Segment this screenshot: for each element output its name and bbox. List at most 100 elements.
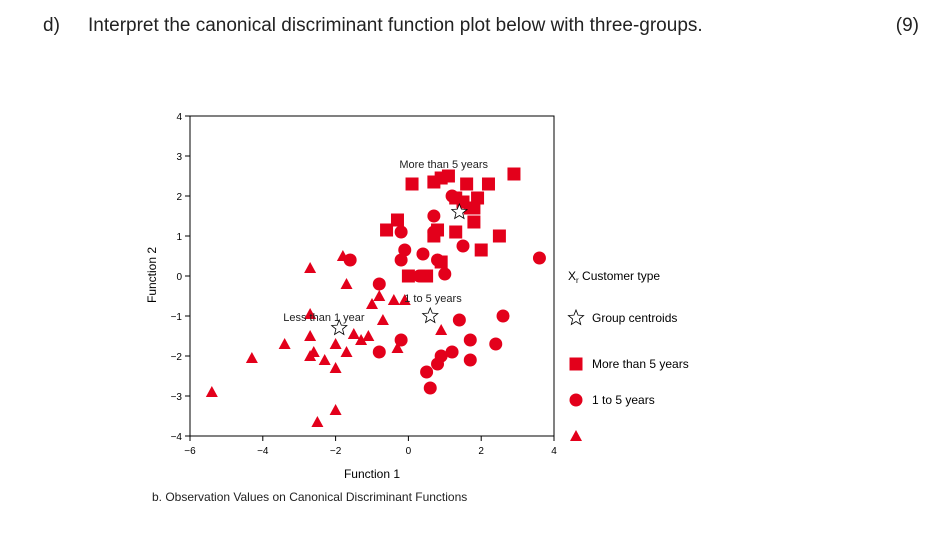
square-point <box>492 229 506 243</box>
triangle-point <box>304 308 317 319</box>
circle-point <box>394 225 408 239</box>
square-point <box>441 169 455 183</box>
legend-entry-label: 1 to 5 years <box>592 393 655 407</box>
circle-point <box>343 253 357 267</box>
square-point <box>401 269 415 283</box>
circle-point <box>398 243 412 257</box>
y-tick-label: 4 <box>176 112 182 123</box>
x-tick-label: 0 <box>406 446 412 457</box>
x-tick-label: 2 <box>478 446 484 457</box>
triangle-point <box>336 250 349 261</box>
circle-point <box>438 267 452 281</box>
triangle-point <box>205 386 218 397</box>
circle-point <box>463 353 477 367</box>
triangle-point <box>366 298 378 309</box>
y-tick-label: 1 <box>176 232 182 243</box>
triangle-point <box>304 330 317 341</box>
triangle-point <box>398 294 411 305</box>
circle-point <box>431 253 445 267</box>
triangle-point <box>340 278 353 289</box>
y-tick-label: −2 <box>171 352 183 363</box>
y-tick-label: 2 <box>176 192 182 203</box>
group-centroid-star <box>330 318 348 336</box>
question-marks: (9) <box>895 15 919 36</box>
square-point <box>507 167 521 181</box>
y-tick-label: −1 <box>171 312 183 323</box>
circle-point <box>445 189 459 203</box>
legend-square-marker <box>569 357 583 371</box>
triangle-point <box>373 290 386 301</box>
y-tick-label: 0 <box>176 272 182 283</box>
square-point <box>405 177 419 191</box>
circle-point <box>394 253 408 267</box>
square-point <box>380 223 394 237</box>
circle-point <box>463 333 477 347</box>
triangle-point <box>391 342 404 353</box>
circle-point <box>452 313 466 327</box>
legend: Xr Customer type Group centroids More than… <box>567 269 689 441</box>
question-label: d) <box>43 15 60 36</box>
legend-triangle-marker <box>570 430 582 441</box>
circle-point <box>431 357 445 371</box>
x-tick-label: 4 <box>551 446 557 457</box>
plot-frame <box>189 115 555 437</box>
triangle-point <box>245 352 258 363</box>
circle-point <box>427 209 441 223</box>
y-tick-label: −4 <box>171 432 183 443</box>
circle-point <box>423 381 437 395</box>
circle-point <box>372 345 386 359</box>
circle-point <box>420 365 434 379</box>
square-point <box>449 225 463 239</box>
triangle-point <box>435 324 448 335</box>
triangle-point <box>329 338 342 349</box>
x-tick-label: −2 <box>330 446 342 457</box>
circle-point <box>412 269 426 283</box>
square-point <box>481 177 495 191</box>
circle-point <box>496 309 510 323</box>
x-tick-label: −4 <box>257 446 269 457</box>
square-point <box>467 201 481 215</box>
square-point <box>390 213 404 227</box>
y-axis-label: Function 2 <box>145 247 159 303</box>
triangle-point <box>347 328 360 339</box>
square-point <box>460 177 474 191</box>
x-tick-label: −6 <box>184 446 196 457</box>
square-point <box>467 215 481 229</box>
square-point <box>474 243 488 257</box>
legend-centroid-label: Group centroids <box>592 311 677 325</box>
triangle-point <box>376 314 389 325</box>
y-tick-label: −3 <box>171 392 183 403</box>
triangle-point <box>355 334 368 345</box>
triangle-point <box>329 362 342 373</box>
legend-centroid-star <box>567 308 585 326</box>
circle-point <box>416 247 430 261</box>
triangle-point <box>340 346 353 357</box>
square-point <box>471 191 485 205</box>
centroid-label: Less than 1 year <box>283 312 365 324</box>
circle-point <box>456 239 470 253</box>
legend-title: Xr Customer type <box>568 269 660 285</box>
circle-point <box>372 277 386 291</box>
triangle-point <box>304 350 317 361</box>
legend-circle-marker <box>569 393 583 407</box>
circle-point <box>489 337 503 351</box>
centroid-label: 1 to 5 years <box>404 293 462 305</box>
legend-entry-label: More than 5 years <box>592 357 689 371</box>
triangle-point <box>311 416 324 427</box>
question-text: Interpret the canonical discriminant fun… <box>88 15 703 36</box>
triangle-point <box>278 338 291 349</box>
group-centroid-star <box>450 202 468 220</box>
group-centroid-star <box>421 306 439 324</box>
triangle-point <box>387 294 400 305</box>
triangle-point <box>362 330 375 341</box>
triangle-point <box>304 262 317 273</box>
figure-caption: b. Observation Values on Canonical Discr… <box>152 490 468 504</box>
y-tick-label: 3 <box>176 152 182 163</box>
triangle-point <box>318 354 331 365</box>
circle-point <box>532 251 546 265</box>
circle-point <box>427 225 441 239</box>
circle-point <box>445 345 459 359</box>
centroid-label: More than 5 years <box>399 159 488 171</box>
triangle-point <box>329 404 342 415</box>
